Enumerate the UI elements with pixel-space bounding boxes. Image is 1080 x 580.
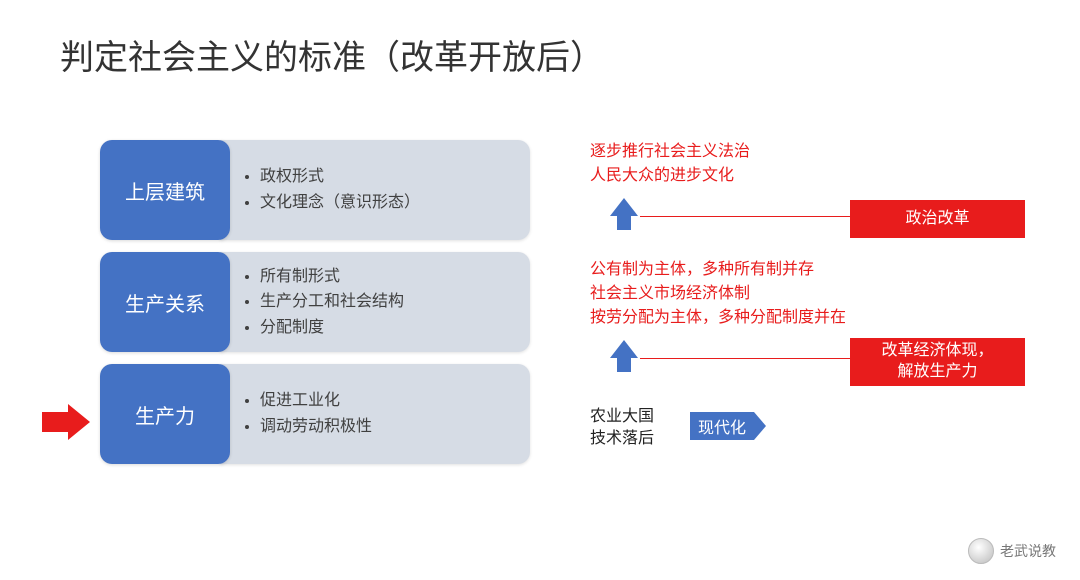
sec2-text: 公有制为主体，多种所有制并存 社会主义市场经济体制 按劳分配为主体，多种分配制度…	[590, 258, 846, 330]
text-line: 社会主义市场经济体制	[590, 282, 846, 306]
block-items-1: 政权形式 文化理念（意识形态）	[220, 140, 530, 240]
list-item: 所有制形式	[260, 264, 516, 290]
list-item: 促进工业化	[260, 388, 516, 414]
list-item: 分配制度	[260, 315, 516, 341]
block-label-3: 生产力	[100, 364, 230, 464]
slide-title: 判定社会主义的标准（改革开放后）	[60, 30, 604, 79]
text-line: 按劳分配为主体，多种分配制度并在	[590, 306, 846, 330]
watermark-icon	[968, 538, 994, 564]
list-item: 文化理念（意识形态）	[260, 190, 516, 216]
sec3-left-text: 农业大国 技术落后	[590, 406, 654, 451]
up-arrow-icon-2	[610, 340, 638, 358]
text-line: 人民大众的进步文化	[590, 164, 750, 188]
block-row-2: 生产关系 所有制形式 生产分工和社会结构 分配制度	[100, 252, 530, 352]
list-item: 生产分工和社会结构	[260, 289, 516, 315]
red-right-arrow-icon	[38, 402, 93, 442]
modernization-tag: 现代化	[690, 412, 754, 440]
political-reform-box: 政治改革	[850, 200, 1025, 238]
connector-line-1	[640, 216, 850, 217]
block-items-2: 所有制形式 生产分工和社会结构 分配制度	[220, 252, 530, 352]
left-column: 上层建筑 政权形式 文化理念（意识形态） 生产关系 所有制形式 生产分工和社会结…	[100, 140, 530, 476]
watermark: 老武说教	[968, 538, 1056, 564]
list-item: 调动劳动积极性	[260, 414, 516, 440]
block-row-3: 生产力 促进工业化 调动劳动积极性	[100, 364, 530, 464]
connector-line-2	[640, 358, 850, 359]
block-items-3: 促进工业化 调动劳动积极性	[220, 364, 530, 464]
list-item: 政权形式	[260, 164, 516, 190]
sec1-text: 逐步推行社会主义法治 人民大众的进步文化	[590, 140, 750, 188]
watermark-text: 老武说教	[1000, 541, 1056, 561]
economic-reform-box: 改革经济体现， 解放生产力	[850, 338, 1025, 386]
block-label-1: 上层建筑	[100, 140, 230, 240]
block-label-2: 生产关系	[100, 252, 230, 352]
block-row-1: 上层建筑 政权形式 文化理念（意识形态）	[100, 140, 530, 240]
up-arrow-icon-1	[610, 198, 638, 216]
text-line: 逐步推行社会主义法治	[590, 140, 750, 164]
text-line: 公有制为主体，多种所有制并存	[590, 258, 846, 282]
